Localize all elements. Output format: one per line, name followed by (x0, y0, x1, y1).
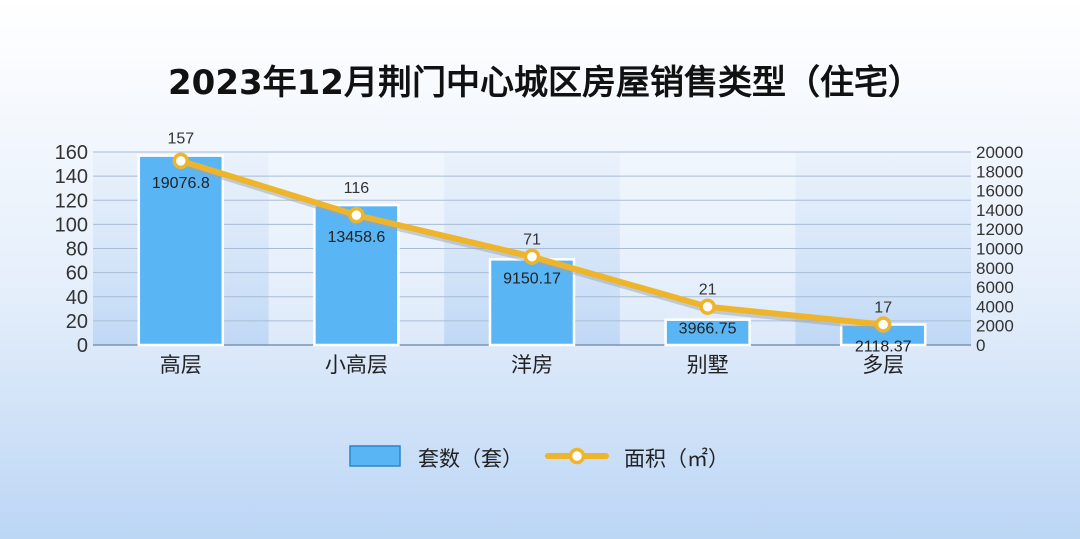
x-category-label: 多层 (862, 353, 904, 377)
y-left-tick-label: 20 (66, 311, 88, 333)
line-data-label: 19076.8 (152, 175, 210, 192)
line-point-1 (348, 206, 365, 224)
y-right-tick-label: 4000 (976, 297, 1014, 316)
y-right-tick-label: 16000 (976, 182, 1023, 201)
legend-bar-label: 套数（套） (418, 447, 523, 471)
bar-1 (313, 203, 400, 347)
line-data-label: 3966.75 (679, 321, 737, 338)
y-right-tick-label: 8000 (976, 259, 1014, 278)
line-data-label: 2118.37 (855, 339, 912, 356)
y-left-tick-label: 40 (66, 287, 88, 309)
y-right-tick-label: 10000 (976, 240, 1023, 259)
y-left-tick-label: 100 (55, 214, 88, 236)
y-right-tick-label: 6000 (976, 278, 1014, 297)
y-right-tick-label: 14000 (976, 201, 1023, 220)
line-point-0 (172, 152, 190, 170)
bar-data-label: 17 (874, 299, 892, 316)
bar-data-label: 116 (344, 180, 370, 197)
y-right-tick-label: 2000 (976, 317, 1014, 336)
y-left-tick-label: 140 (55, 166, 88, 188)
y-left-tick-label: 160 (55, 142, 88, 164)
x-category-label: 高层 (160, 353, 202, 377)
x-category-label: 别墅 (687, 353, 729, 377)
y-right-tick-label: 20000 (976, 143, 1023, 162)
legend: 套数（套） 面积（㎡） (349, 445, 729, 471)
y-left-tick-label: 0 (77, 335, 88, 357)
line-point-3 (699, 298, 716, 315)
line-data-label: 13458.6 (327, 229, 385, 246)
y-left-tick-label: 80 (66, 239, 88, 261)
bar-data-label: 21 (699, 282, 717, 299)
y-right-tick-label: 12000 (976, 220, 1023, 239)
y-left-tick-label: 120 (55, 190, 88, 212)
y-left-tick-label: 60 (66, 263, 88, 285)
line-data-label: 9150.17 (503, 271, 561, 288)
y-right-tick-label: 18000 (976, 162, 1023, 181)
legend-line-label: 面积（㎡） (624, 447, 729, 471)
bar-data-label: 71 (523, 232, 541, 249)
line-point-4 (874, 316, 892, 333)
legend-line-marker (568, 447, 586, 465)
chart-title: 2023年12月荆门中心城区房屋销售类型（住宅） (168, 63, 922, 103)
legend-bar-swatch (349, 445, 401, 467)
x-category-label: 洋房 (511, 353, 553, 377)
y-right-tick-label: 0 (976, 336, 985, 355)
x-category-label: 小高层 (325, 353, 388, 377)
line-point-2 (523, 248, 541, 265)
bar-data-label: 157 (167, 131, 194, 148)
bar-3 (664, 318, 751, 347)
